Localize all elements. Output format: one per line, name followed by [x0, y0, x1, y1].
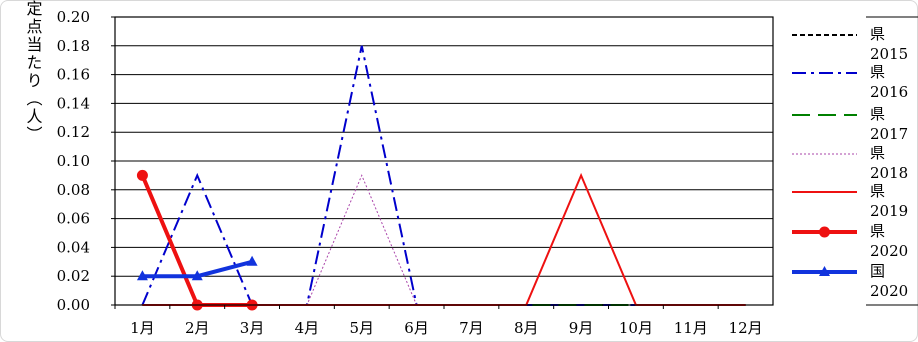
y-tick-label: 0.00	[57, 296, 90, 314]
data-point	[191, 270, 203, 281]
x-tick-label: 3月	[240, 319, 265, 337]
x-tick-label: 4月	[295, 319, 320, 337]
y-tick-label: 0.12	[57, 123, 90, 141]
legend-entry: 県 2017	[792, 105, 908, 143]
legend-label: 県 2015	[870, 25, 908, 63]
legend-label: 国 2020	[870, 262, 908, 300]
y-tick-label: 0.02	[57, 267, 90, 285]
x-tick-label: 9月	[569, 319, 594, 337]
legend-entry: 県 2020	[792, 222, 908, 260]
data-point	[136, 169, 148, 181]
x-tick-label: 6月	[404, 319, 429, 337]
y-tick-label: 0.18	[57, 37, 90, 55]
series-国2020	[136, 255, 258, 281]
x-tick-label: 2月	[185, 319, 210, 337]
legend-entry: 国 2020	[792, 262, 908, 300]
legend-entry: 県 2015	[792, 25, 908, 63]
y-tick-label: 0.04	[57, 238, 90, 256]
legend-marker	[819, 226, 830, 238]
x-tick-label: 11月	[674, 319, 708, 337]
legend-label: 県 2016	[870, 63, 908, 101]
legend-label: 県 2019	[870, 182, 908, 220]
x-tick-label: 5月	[349, 319, 374, 337]
data-point	[136, 270, 148, 281]
x-tick-label: 10月	[619, 319, 653, 337]
y-tick-label: 0.20	[57, 8, 90, 26]
x-tick-label: 1月	[130, 319, 155, 337]
legend-entry: 県 2018	[792, 144, 908, 182]
legend-label: 県 2017	[870, 105, 908, 143]
y-tick-label: 0.06	[57, 210, 90, 228]
y-tick-label: 0.10	[57, 152, 90, 170]
x-tick-label: 7月	[459, 319, 484, 337]
legend-entry: 県 2019	[792, 182, 908, 220]
x-tick-label: 8月	[514, 319, 539, 337]
legend-label: 県 2018	[870, 144, 908, 182]
legend-marker	[819, 266, 830, 276]
y-axis-label: 定点当たり（人）	[24, 0, 43, 144]
y-tick-label: 0.08	[57, 181, 90, 199]
y-tick-label: 0.16	[57, 66, 90, 84]
data-point	[246, 255, 258, 266]
x-tick-label: 12月	[729, 319, 763, 337]
legend-entry: 県 2016	[792, 63, 908, 101]
legend-label: 県 2020	[870, 222, 908, 260]
y-tick-label: 0.14	[57, 94, 90, 112]
axes: 0.00 0.02 0.04 0.06 0.08 0.10 0.12 0.14 0.16 0.18…	[24, 0, 774, 337]
